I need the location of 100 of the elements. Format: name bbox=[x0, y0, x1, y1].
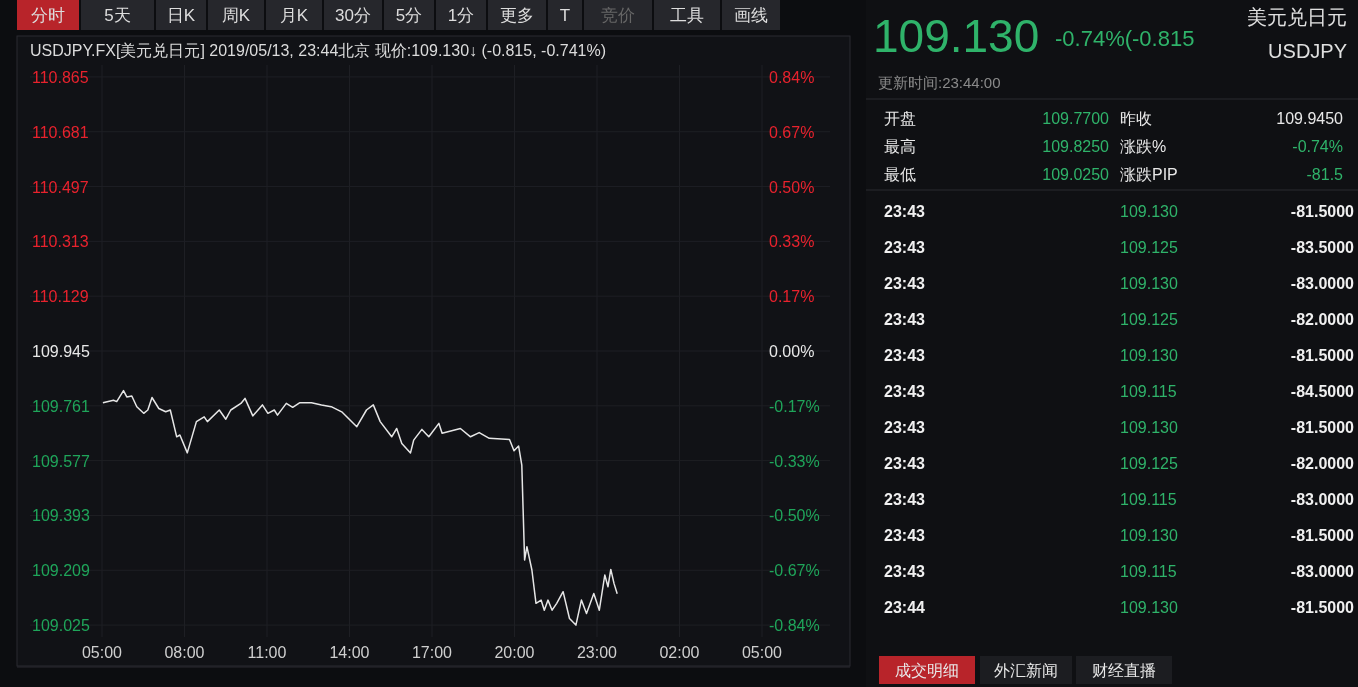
text: 5天 bbox=[104, 6, 131, 25]
text: 23:43 bbox=[884, 275, 926, 292]
text: 日K bbox=[166, 6, 196, 25]
x-tick-label: 20:00 bbox=[494, 644, 535, 661]
x-tick-label: 11:00 bbox=[247, 644, 287, 661]
y-tick-label: 110.865 bbox=[32, 68, 89, 86]
text: 周K bbox=[221, 6, 251, 25]
chart-title: USDJPY.FX[美元兑日元] 2019/05/13, 23:44北京 现价:109.130↓ (-0.815, -0.741%) bbox=[30, 42, 606, 59]
text: -82.0000 bbox=[1290, 311, 1355, 328]
line-series bbox=[102, 389, 618, 626]
text: 109.125 bbox=[1120, 311, 1178, 328]
text: -0.74% bbox=[1292, 138, 1343, 155]
text: 109.130 bbox=[1120, 275, 1178, 292]
y-tick-label: 109.209 bbox=[32, 562, 90, 580]
text: 109.130 bbox=[1120, 599, 1178, 616]
y2-tick-label: 0.67% bbox=[769, 123, 815, 141]
y-tick-label: 109.945 bbox=[32, 343, 90, 360]
text: 竞价 bbox=[601, 6, 635, 25]
text: 109.125 bbox=[1120, 239, 1178, 256]
x-tick-label: 05:00 bbox=[81, 644, 123, 661]
x-tick-label: 23:00 bbox=[576, 644, 618, 661]
text: 23:44 bbox=[884, 599, 926, 616]
y2-tick-label: -0.33% bbox=[769, 452, 820, 470]
y2-tick-label: 0.33% bbox=[769, 233, 815, 251]
text: 财经直播 bbox=[1092, 662, 1156, 679]
x-tick-label: 14:00 bbox=[329, 644, 370, 661]
text: 23:43 bbox=[884, 527, 926, 544]
x-tick-label: 08:00 bbox=[164, 644, 205, 661]
text: 最高 bbox=[884, 138, 916, 155]
y2-tick-label: -0.17% bbox=[769, 397, 820, 415]
y2-tick-label: 0.00% bbox=[769, 343, 815, 360]
text: 工具 bbox=[670, 6, 704, 25]
y2-tick-label: -0.84% bbox=[769, 617, 820, 635]
y2-tick-label: 0.17% bbox=[769, 288, 815, 306]
text: USDJPY bbox=[1268, 40, 1347, 62]
text: 美元兑日元 bbox=[1247, 6, 1347, 28]
y-tick-label: 109.393 bbox=[32, 507, 90, 525]
text: 109.7700 bbox=[1042, 110, 1110, 127]
text: 成交明细 bbox=[895, 662, 959, 679]
text: 23:43 bbox=[884, 419, 926, 436]
y2-tick-label: 0.84% bbox=[769, 68, 815, 86]
text: 23:43 bbox=[884, 563, 926, 580]
x-tick-label: 17:00 bbox=[411, 644, 453, 661]
text: 109.130 bbox=[1120, 347, 1178, 364]
x-tick-label: 05:00 bbox=[741, 644, 783, 661]
text: -81.5000 bbox=[1290, 599, 1355, 616]
text: 23:43 bbox=[884, 239, 926, 256]
text: 更多 bbox=[500, 6, 534, 25]
text: -83.0000 bbox=[1290, 491, 1355, 508]
text: 109.125 bbox=[1120, 455, 1178, 472]
text: 23:43 bbox=[884, 203, 926, 220]
text: -83.5000 bbox=[1290, 239, 1355, 256]
text: 画线 bbox=[734, 6, 768, 25]
text: 5分 bbox=[395, 6, 423, 25]
y2-tick-label: -0.50% bbox=[769, 507, 820, 525]
y-tick-label: 110.313 bbox=[32, 233, 89, 251]
y-tick-label: 110.497 bbox=[32, 178, 89, 196]
text: -82.0000 bbox=[1290, 455, 1355, 472]
text: -81.5000 bbox=[1290, 419, 1355, 436]
text: 月K bbox=[279, 6, 309, 25]
text: 109.130 bbox=[873, 10, 1040, 62]
text: -0.74%(-0.815 bbox=[1055, 26, 1195, 51]
text: 109.8250 bbox=[1042, 138, 1110, 155]
text: -81.5 bbox=[1306, 166, 1344, 183]
text: -83.0000 bbox=[1290, 563, 1355, 580]
text: 23:43 bbox=[884, 311, 926, 328]
text: -83.0000 bbox=[1290, 275, 1355, 292]
y-tick-label: 109.761 bbox=[32, 397, 90, 415]
text: 涨跌% bbox=[1120, 138, 1167, 155]
text: 分时 bbox=[31, 6, 65, 25]
text: 23:43 bbox=[884, 383, 926, 400]
text: 1分 bbox=[447, 6, 475, 25]
x-tick-label: 02:00 bbox=[659, 644, 700, 661]
text: 109.115 bbox=[1120, 383, 1177, 400]
text: 更新时间:23:44:00 bbox=[878, 74, 1001, 91]
text: 开盘 bbox=[884, 110, 916, 127]
y-tick-label: 109.577 bbox=[32, 452, 90, 470]
text: 109.130 bbox=[1120, 419, 1178, 436]
text: 外汇新闻 bbox=[994, 662, 1058, 679]
text: -81.5000 bbox=[1290, 527, 1355, 544]
y-tick-label: 109.025 bbox=[32, 617, 90, 635]
text: 109.130 bbox=[1120, 203, 1178, 220]
text: 109.130 bbox=[1120, 527, 1178, 544]
text: 109.0250 bbox=[1042, 166, 1110, 183]
text: 最低 bbox=[884, 166, 916, 183]
text: 23:43 bbox=[884, 455, 926, 472]
text: 109.115 bbox=[1120, 491, 1177, 508]
text: 昨收 bbox=[1120, 110, 1152, 127]
text: 109.115 bbox=[1120, 563, 1177, 580]
text: -81.5000 bbox=[1290, 347, 1355, 364]
text: -84.5000 bbox=[1290, 383, 1355, 400]
text: T bbox=[559, 6, 571, 25]
text: 涨跌PIP bbox=[1120, 166, 1178, 183]
text: 23:43 bbox=[884, 491, 926, 508]
y2-tick-label: -0.67% bbox=[769, 562, 820, 580]
text: 30分 bbox=[335, 6, 371, 25]
text: 23:43 bbox=[884, 347, 926, 364]
y2-tick-label: 0.50% bbox=[769, 178, 815, 196]
y-tick-label: 110.129 bbox=[32, 288, 89, 306]
text: -81.5000 bbox=[1290, 203, 1355, 220]
